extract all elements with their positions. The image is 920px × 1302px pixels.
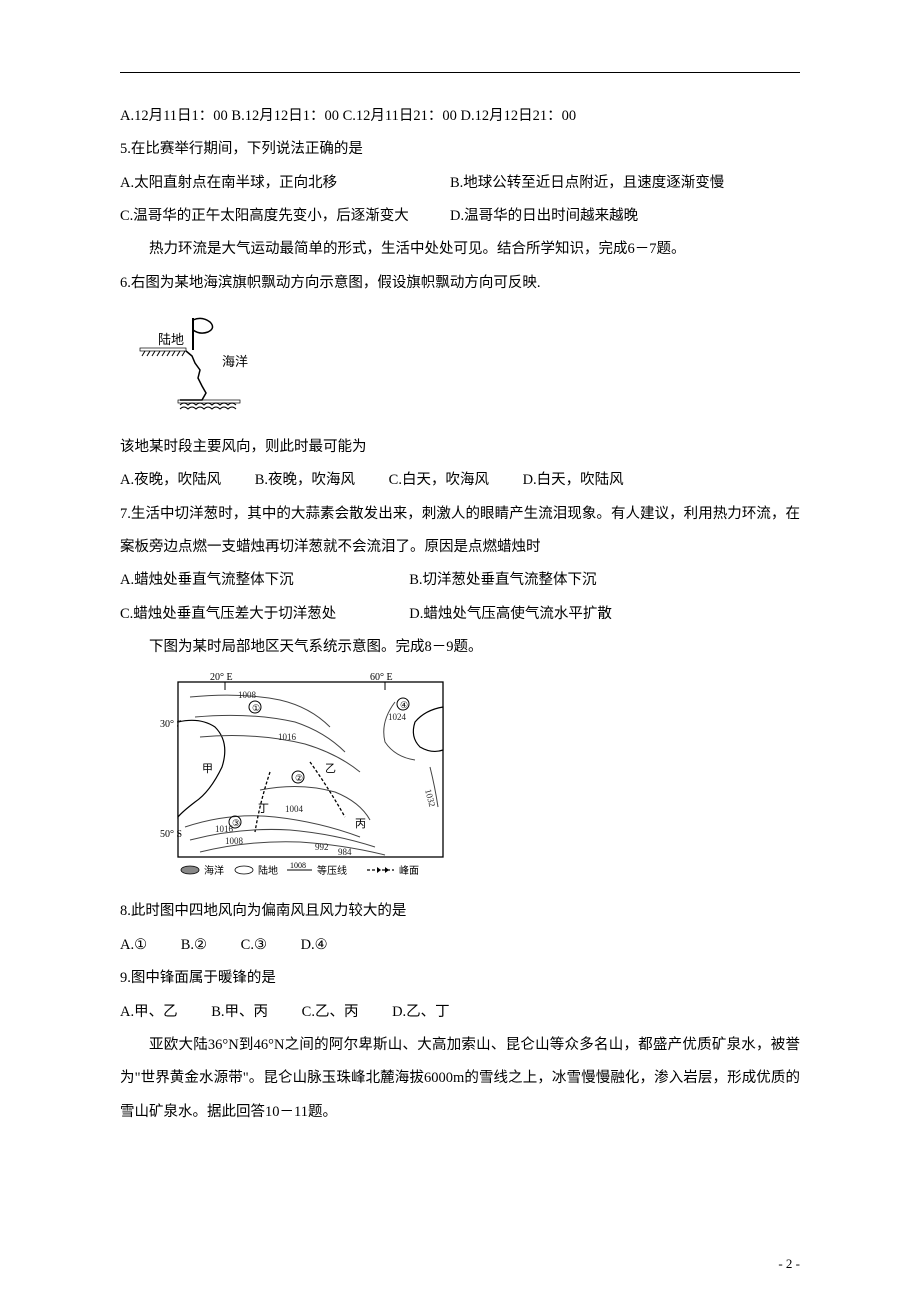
legend-land: 陆地	[258, 864, 278, 877]
svg-text:992: 992	[315, 842, 329, 852]
svg-text:丁: 丁	[258, 803, 269, 815]
ocean-label: 海洋	[222, 354, 248, 369]
land-label: 陆地	[158, 332, 184, 347]
q6-opt-b: B.夜晚，吹海风	[255, 464, 355, 497]
q5-opt-d: D.温哥华的日出时间越来越晚	[450, 208, 638, 224]
figure-weather-map: 20° E 60° E 30° S 50° S 1008 1016 1024 1…	[160, 672, 800, 887]
intro-8-9: 下图为某时局部地区天气系统示意图。完成8－9题。	[120, 631, 800, 664]
q5-stem: 5.在比赛举行期间，下列说法正确的是	[120, 133, 800, 166]
q9-opt-a: A.甲、乙	[120, 996, 178, 1029]
svg-text:④: ④	[400, 700, 408, 710]
q9-opt-c: C.乙、丙	[302, 996, 359, 1029]
q6-opt-d: D.白天，吹陆风	[523, 464, 624, 497]
svg-text:①: ①	[252, 703, 260, 713]
q7-opt-b: B.切洋葱处垂直气流整体下沉	[409, 572, 596, 588]
svg-text:甲: 甲	[202, 763, 213, 775]
lon-left-label: 20° E	[210, 672, 233, 683]
q5-opt-a: A.太阳直射点在南半球，正向北移	[120, 167, 446, 200]
q6-opt-c: C.白天，吹海风	[389, 464, 489, 497]
legend-front: 峰面	[399, 865, 419, 877]
q9-opt-d: D.乙、丁	[392, 996, 450, 1029]
svg-text:丙: 丙	[355, 818, 366, 830]
svg-text:③: ③	[232, 818, 240, 828]
svg-text:乙: 乙	[325, 762, 336, 775]
q5-row2: C.温哥华的正午太阳高度先变小，后逐渐变大 D.温哥华的日出时间越来越晚	[120, 200, 800, 233]
q6-options: A.夜晚，吹陆风 B.夜晚，吹海风 C.白天，吹海风 D.白天，吹陆风	[120, 464, 800, 497]
svg-text:②: ②	[295, 773, 303, 783]
svg-text:1016: 1016	[278, 732, 297, 742]
q8-opt-c: C.③	[241, 929, 267, 962]
q7-row1: A.蜡烛处垂直气流整体下沉 B.切洋葱处垂直气流整体下沉	[120, 564, 800, 597]
q6-cont: 该地某时段主要风向，则此时最可能为	[120, 431, 800, 464]
q8-opt-d: D.④	[301, 929, 328, 962]
intro-10-11: 亚欧大陆36°N到46°N之间的阿尔卑斯山、大高加索山、昆仑山等众多名山，都盛产…	[120, 1029, 800, 1129]
page-number: - 2 -	[778, 1256, 800, 1272]
lon-right-label: 60° E	[370, 672, 393, 683]
svg-text:1008: 1008	[290, 861, 306, 870]
q6-opt-a: A.夜晚，吹陆风	[120, 464, 221, 497]
figure-flag: 陆地 海洋	[120, 308, 800, 423]
legend-isobar: 等压线	[317, 864, 347, 877]
q7-opt-c: C.蜡烛处垂直气压差大于切洋葱处	[120, 598, 406, 631]
q5-opt-c: C.温哥华的正午太阳高度先变小，后逐渐变大	[120, 200, 446, 233]
q9-options: A.甲、乙 B.甲、丙 C.乙、丙 D.乙、丁	[120, 996, 800, 1029]
svg-text:1008: 1008	[238, 690, 257, 700]
q9-stem: 9.图中锋面属于暖锋的是	[120, 962, 800, 995]
q8-opt-a: A.①	[120, 929, 147, 962]
q4-options: A.12月11日1：00 B.12月12日1：00 C.12月11日21：00 …	[120, 100, 800, 133]
q8-stem: 8.此时图中四地风向为偏南风且风力较大的是	[120, 895, 800, 928]
q6-stem: 6.右图为某地海滨旗帜飘动方向示意图，假设旗帜飘动方向可反映.	[120, 267, 800, 300]
q7-opt-a: A.蜡烛处垂直气流整体下沉	[120, 564, 406, 597]
q7-stem: 7.生活中切洋葱时，其中的大蒜素会散发出来，刺激人的眼睛产生流泪现象。有人建议，…	[120, 498, 800, 565]
intro-6-7: 热力环流是大气运动最简单的形式，生活中处处可见。结合所学知识，完成6－7题。	[120, 233, 800, 266]
svg-text:1024: 1024	[388, 712, 407, 722]
svg-text:984: 984	[338, 847, 352, 857]
lat-bottom-label: 50° S	[160, 829, 182, 840]
q7-row2: C.蜡烛处垂直气压差大于切洋葱处 D.蜡烛处气压高使气流水平扩散	[120, 598, 800, 631]
q8-opt-b: B.②	[181, 929, 207, 962]
legend-ocean: 海洋	[204, 864, 224, 877]
svg-text:1004: 1004	[285, 804, 304, 814]
top-divider	[120, 72, 800, 73]
q5-opt-b: B.地球公转至近日点附近，且速度逐渐变慢	[450, 175, 724, 191]
q8-options: A.① B.② C.③ D.④	[120, 929, 800, 962]
q7-opt-d: D.蜡烛处气压高使气流水平扩散	[409, 606, 612, 622]
q9-opt-b: B.甲、丙	[211, 996, 268, 1029]
q5-row1: A.太阳直射点在南半球，正向北移 B.地球公转至近日点附近，且速度逐渐变慢	[120, 167, 800, 200]
